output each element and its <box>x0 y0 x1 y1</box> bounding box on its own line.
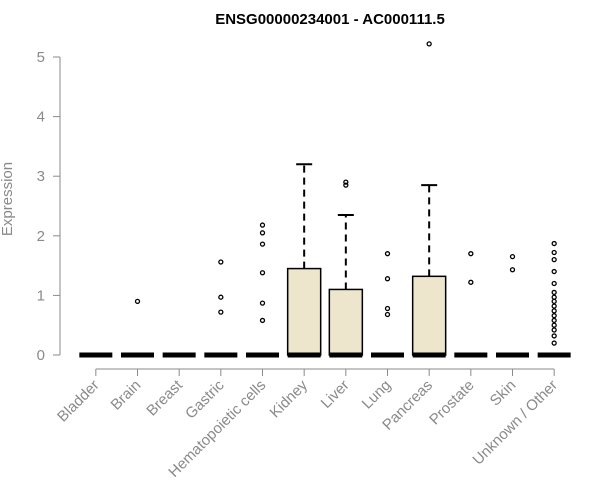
box-pancreas <box>411 41 447 358</box>
outlier-point <box>551 308 557 314</box>
outlier-point <box>343 182 349 188</box>
outlier-point <box>468 279 474 285</box>
x-tick-label: Prostate <box>426 377 478 429</box>
outlier-point <box>551 280 557 287</box>
x-tick-label: Liver <box>318 377 353 412</box>
x-tick-label: Bladder <box>54 377 103 426</box>
outlier-point <box>468 251 474 257</box>
chart-title: ENSG00000234001 - AC000111.5 <box>215 11 445 28</box>
x-tick-label: Lung <box>359 377 395 413</box>
box-series <box>79 41 571 358</box>
outlier-point <box>551 249 557 256</box>
box-gastric <box>204 259 238 358</box>
outlier-point <box>551 313 557 319</box>
outlier-point <box>218 309 224 315</box>
outlier-point <box>551 317 557 324</box>
outlier-point <box>551 303 557 309</box>
outlier-point <box>259 300 266 306</box>
box-unknown-other <box>537 240 571 358</box>
box-body <box>286 267 322 356</box>
outlier-point <box>509 267 516 273</box>
outlier-point <box>134 298 141 305</box>
box-kidney <box>286 163 322 358</box>
box-body <box>411 275 447 356</box>
outlier-point <box>384 311 391 318</box>
outlier-point <box>218 294 224 300</box>
y-tick-label: 1 <box>37 287 45 304</box>
y-tick-label: 3 <box>37 168 45 185</box>
outlier-point <box>551 322 557 328</box>
outlier-point <box>426 41 432 47</box>
y-tick-label: 0 <box>37 347 45 364</box>
outlier-point <box>218 259 224 265</box>
outlier-point <box>259 317 266 324</box>
outlier-point <box>551 340 557 346</box>
outlier-point <box>551 294 557 300</box>
outlier-point <box>259 230 266 236</box>
outlier-point <box>551 327 557 333</box>
y-axis-label: Expression <box>0 162 16 236</box>
outlier-point <box>551 289 557 296</box>
y-tick-label: 2 <box>37 228 45 245</box>
outlier-point <box>384 251 391 257</box>
outlier-point <box>259 270 266 276</box>
y-tick-label: 4 <box>37 109 45 126</box>
x-tick-label: Kidney <box>267 376 312 421</box>
box-lung <box>371 251 404 358</box>
y-tick-label: 5 <box>37 49 45 66</box>
box-brain <box>121 298 154 358</box>
outlier-point <box>343 179 349 185</box>
outlier-point <box>551 268 557 275</box>
outlier-point <box>551 333 557 339</box>
outlier-point <box>509 254 516 260</box>
x-tick-label: Skin <box>487 377 520 410</box>
box-prostate <box>454 251 488 358</box>
box-body <box>328 288 364 356</box>
box-skin <box>496 254 529 358</box>
outlier-point <box>384 276 391 282</box>
outlier-point <box>259 222 266 228</box>
outlier-point <box>384 305 391 312</box>
outlier-point <box>551 298 557 305</box>
outlier-point <box>551 256 557 263</box>
x-tick-label: Breast <box>143 376 186 419</box>
x-tick-label: Brain <box>108 377 145 414</box>
box-hematopoietic-cells <box>246 222 279 358</box>
outlier-point <box>259 241 266 247</box>
box-liver <box>328 179 364 358</box>
outlier-point <box>551 240 557 247</box>
